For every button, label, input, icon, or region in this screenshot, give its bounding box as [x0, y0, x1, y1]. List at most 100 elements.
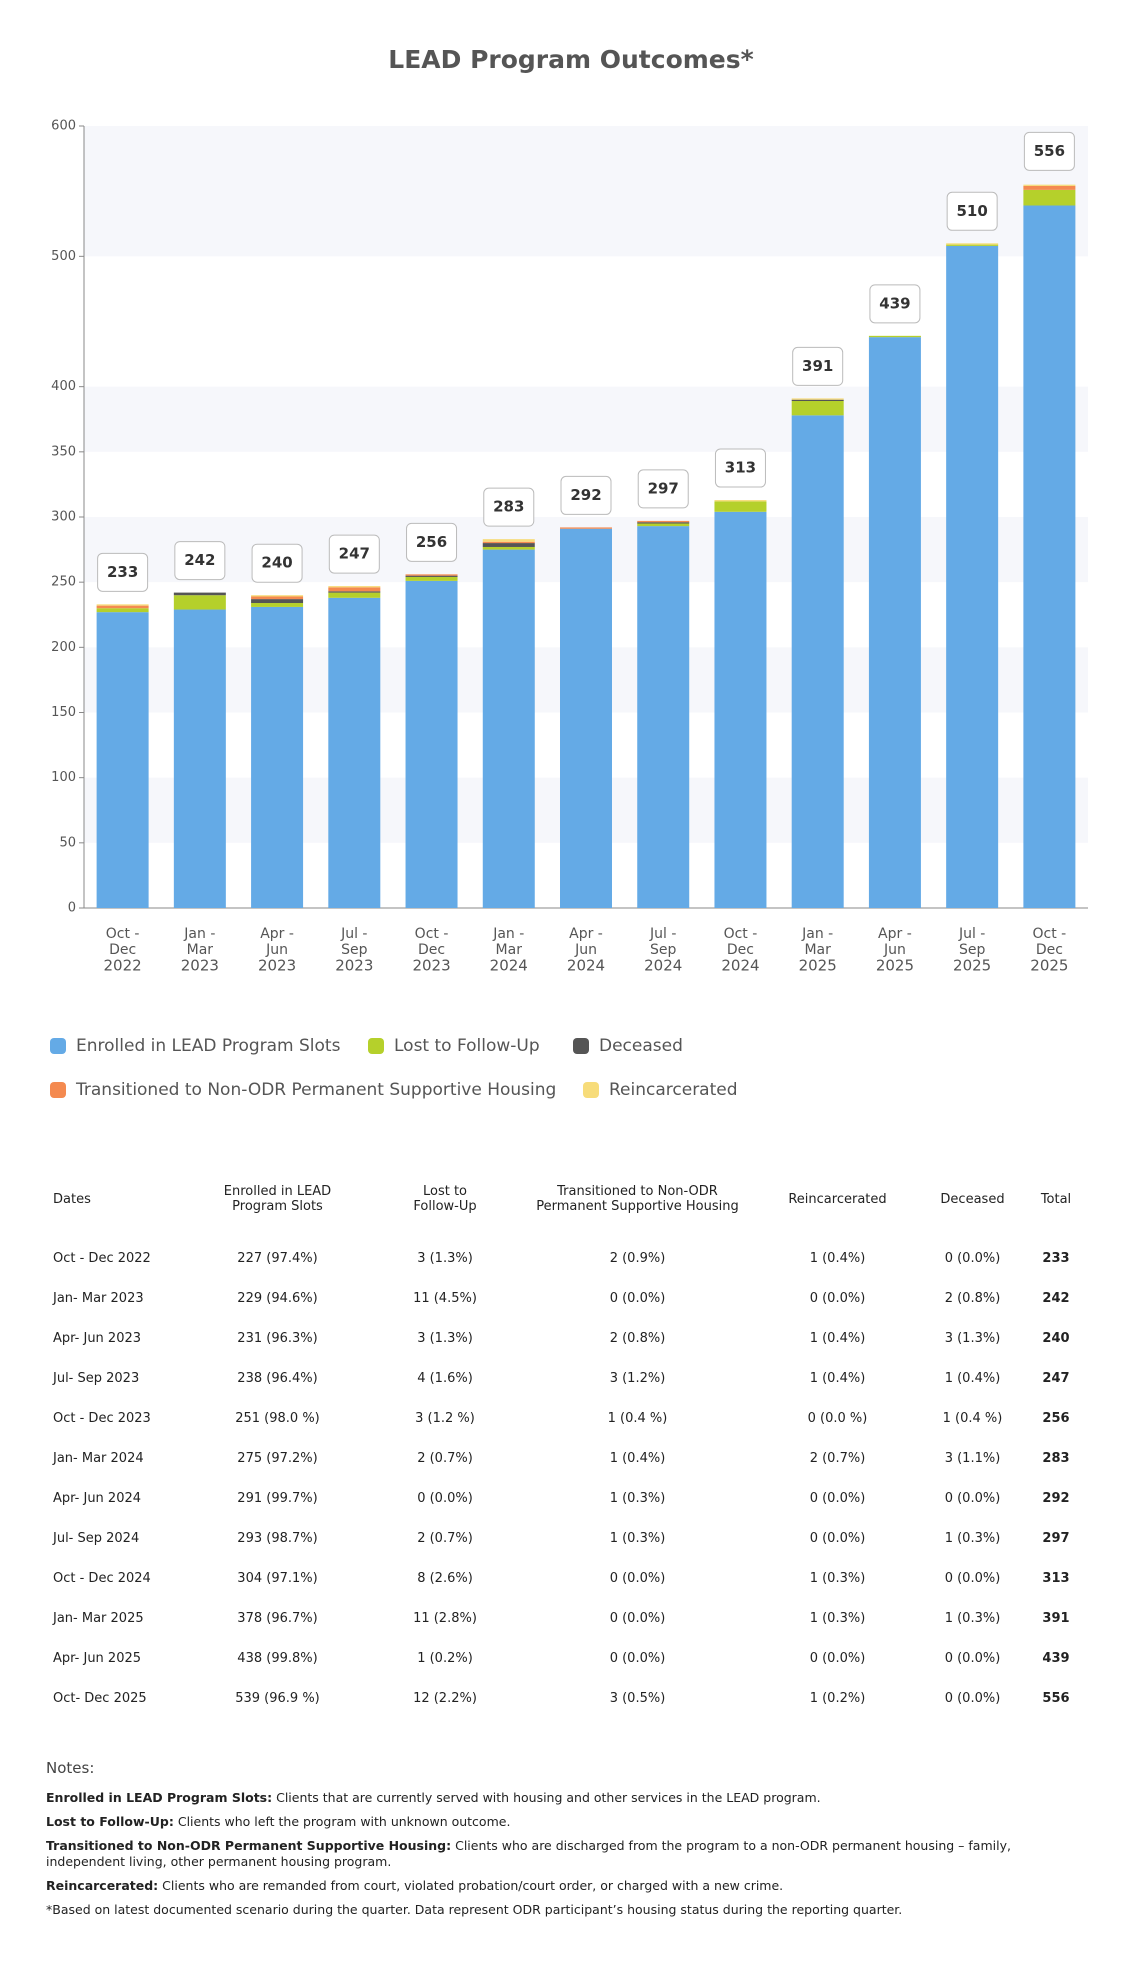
- table-cell: 256: [1042, 1410, 1070, 1426]
- note-item: Reincarcerated: Clients who are remanded…: [46, 1878, 1046, 1894]
- bar-segment: [251, 599, 304, 604]
- table-cell: 238 (96.4%): [237, 1370, 318, 1386]
- table-cell: 0 (0.0%): [417, 1490, 473, 1506]
- bar-segment: [96, 604, 149, 606]
- note-item: Transitioned to Non-ODR Permanent Suppor…: [46, 1838, 1046, 1870]
- table-cell: 231 (96.3%): [237, 1330, 318, 1346]
- table-cell: Apr- Jun 2025: [53, 1650, 142, 1666]
- x-tick-label: 2023: [412, 957, 450, 975]
- x-tick-label: Sep: [959, 942, 986, 958]
- bar-segment: [482, 543, 535, 547]
- bar-segment: [96, 605, 149, 609]
- bar-segment: [328, 591, 381, 593]
- table-cell: 1 (0.3%): [944, 1610, 1001, 1626]
- total-label: 510: [956, 202, 987, 220]
- header-line: Permanent Supportive Housing: [536, 1199, 739, 1214]
- table-cell: 1 (0.3%): [944, 1530, 1001, 1546]
- total-label: 247: [339, 545, 370, 563]
- bar-segment: [1023, 185, 1076, 190]
- total-label: 313: [725, 459, 756, 477]
- bar-segment: [405, 576, 458, 581]
- table-cell: Jul- Sep 2024: [53, 1530, 140, 1546]
- table-cell: 1 (0.2%): [809, 1690, 866, 1706]
- legend-label: Reincarcerated: [609, 1080, 738, 1100]
- bar-segment: [714, 511, 767, 908]
- table-row: Jan- Mar 2024 275 (97.2%) 2 (0.7%) 1 (0.4%)…: [40, 1438, 1102, 1478]
- bar-segment: [1023, 205, 1076, 909]
- table-cell: 11 (2.8%): [413, 1610, 477, 1626]
- bar-segment: [328, 587, 381, 592]
- note-term: Reincarcerated:: [46, 1878, 159, 1893]
- header-line: Enrolled in LEAD: [223, 1184, 332, 1199]
- bar-segment: [96, 608, 149, 613]
- table-row: Oct - Dec 2022 227 (97.4%) 3 (1.3%) 2 (0.9%…: [40, 1238, 1102, 1278]
- legend-label: Transitioned to Non-ODR Permanent Suppor…: [75, 1080, 556, 1100]
- bar-segment: [637, 522, 690, 524]
- x-tick-label: 2024: [567, 957, 605, 975]
- table-cell: 1 (0.4%): [809, 1370, 866, 1386]
- y-tick-label: 350: [51, 444, 76, 459]
- table-cell: 2 (0.8%): [609, 1330, 666, 1346]
- total-label: 297: [648, 479, 679, 497]
- table-row: Apr- Jun 2025 438 (99.8%) 1 (0.2%) 0 (0.0%)…: [40, 1638, 1102, 1678]
- x-tick-label: 2023: [258, 957, 296, 975]
- legend-swatch: [583, 1082, 599, 1098]
- header-line: Program Slots: [232, 1199, 323, 1214]
- x-tick-label: Jan -: [801, 926, 833, 942]
- table-cell: 240: [1042, 1330, 1070, 1346]
- total-box: [869, 284, 921, 324]
- header-line: Dates: [53, 1191, 91, 1207]
- bar-segment: [560, 528, 612, 908]
- total-label: 233: [107, 563, 138, 581]
- table-cell: 3 (1.2%): [609, 1370, 666, 1386]
- table-cell: 556: [1042, 1690, 1070, 1706]
- table-row: Oct - Dec 2023 251 (98.0 %) 3 (1.2 %) 1 (0.…: [40, 1398, 1102, 1438]
- table-cell: 0 (0.0%): [809, 1530, 866, 1546]
- table-row: Jul- Sep 2023 238 (96.4%) 4 (1.6%) 3 (1.2%)…: [40, 1358, 1102, 1398]
- table-cell: 439: [1042, 1650, 1070, 1666]
- bar-segment: [637, 526, 690, 908]
- x-tick-label: Apr -: [260, 926, 294, 942]
- table-header: Lost to Follow-Up: [355, 1160, 535, 1238]
- table-row: Jul- Sep 2024 293 (98.7%) 2 (0.7%) 1 (0.3%)…: [40, 1518, 1102, 1558]
- bar-segment: [328, 597, 381, 908]
- bar-segment: [405, 574, 458, 576]
- table-cell: Jan- Mar 2024: [53, 1450, 144, 1466]
- note-item: Lost to Follow-Up: Clients who left the …: [46, 1814, 1046, 1830]
- y-tick-label: 400: [51, 379, 76, 394]
- table-cell: 292: [1042, 1490, 1070, 1506]
- table-cell: Jul- Sep 2023: [53, 1370, 140, 1386]
- table-cell: 227 (97.4%): [237, 1250, 318, 1266]
- table-cell: 291 (99.7%): [237, 1490, 318, 1506]
- table-cell: 304 (97.1%): [237, 1570, 318, 1586]
- note-term: Enrolled in LEAD Program Slots:: [46, 1790, 273, 1805]
- y-tick-label: 0: [68, 901, 76, 916]
- bar-segment: [251, 606, 304, 908]
- footnote: *Based on latest documented scenario dur…: [46, 1902, 903, 1917]
- bar-segment: [328, 586, 381, 588]
- chart-title: LEAD Program Outcomes*: [388, 45, 753, 74]
- table-cell: 251 (98.0 %): [235, 1410, 320, 1426]
- total-box: [637, 469, 689, 509]
- x-tick-label: Sep: [341, 942, 368, 958]
- note-term: Transitioned to Non-ODR Permanent Suppor…: [46, 1838, 452, 1853]
- table-cell: Apr- Jun 2023: [53, 1330, 142, 1346]
- total-box: [328, 534, 380, 574]
- bar-segment: [637, 523, 690, 527]
- y-tick-label: 300: [51, 510, 76, 525]
- total-box: [406, 522, 458, 562]
- y-tick-label: 600: [51, 119, 76, 134]
- legend-label: Enrolled in LEAD Program Slots: [76, 1036, 341, 1056]
- x-tick-label: Oct -: [724, 926, 758, 942]
- bar-segment: [251, 596, 304, 600]
- note-text: Clients who are remanded from court, vio…: [162, 1878, 784, 1893]
- x-tick-label: Jul -: [958, 926, 985, 942]
- table-cell: 3 (1.1%): [944, 1450, 1001, 1466]
- table-cell: 0 (0.0%): [809, 1490, 866, 1506]
- note-item: Enrolled in LEAD Program Slots: Clients …: [46, 1790, 1046, 1806]
- table-row: Apr- Jun 2024 291 (99.7%) 0 (0.0%) 1 (0.3%)…: [40, 1478, 1102, 1518]
- total-label: 283: [493, 498, 524, 516]
- table-cell: 0 (0.0%): [609, 1290, 666, 1306]
- table-cell: 247: [1042, 1370, 1070, 1386]
- legend-swatch: [50, 1038, 66, 1054]
